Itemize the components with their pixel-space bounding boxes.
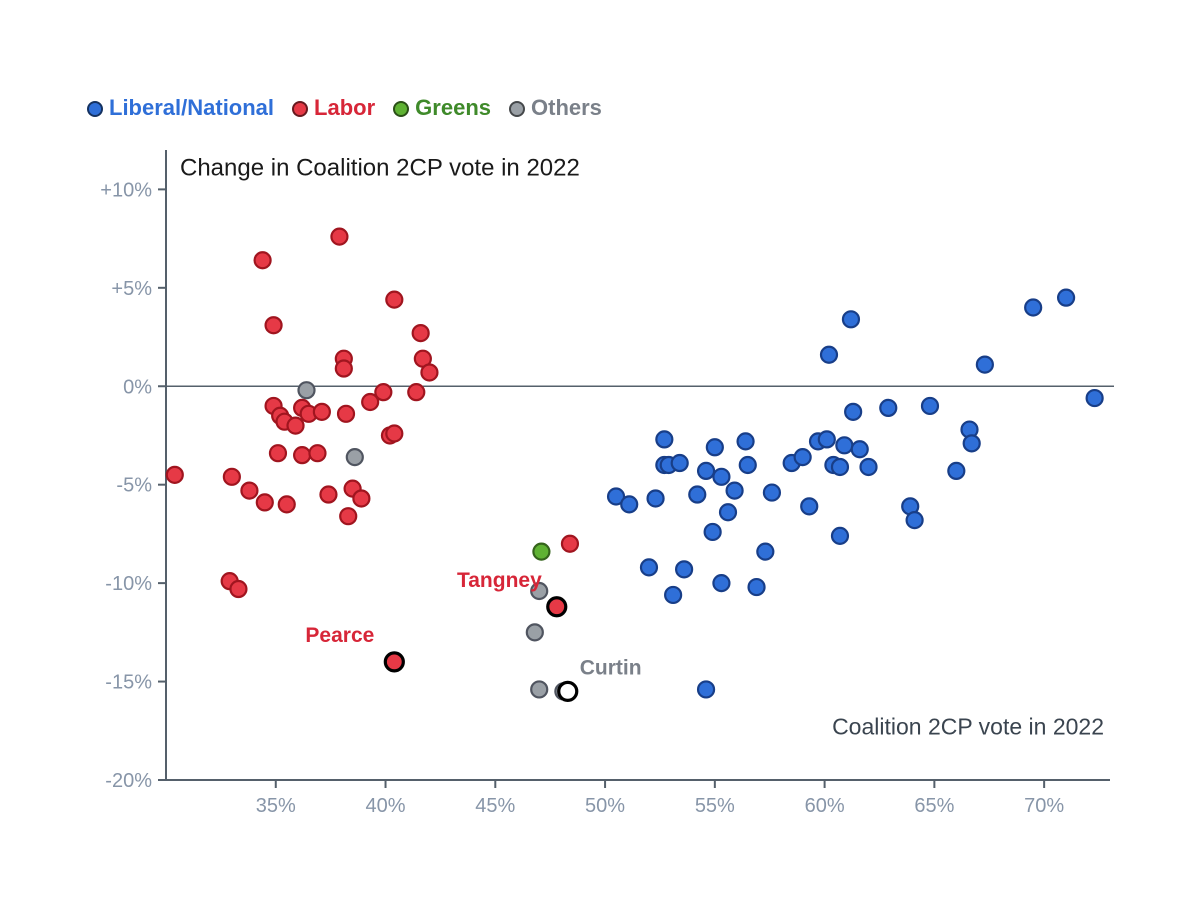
x-tick-label: 65%	[914, 795, 954, 817]
data-point	[531, 681, 547, 697]
data-point	[288, 418, 304, 434]
data-point	[689, 487, 705, 503]
y-tick-label: -10%	[105, 573, 152, 595]
data-point	[764, 485, 780, 501]
data-point	[705, 524, 721, 540]
y-tick-label: -5%	[116, 475, 152, 497]
data-point	[1058, 290, 1074, 306]
data-point	[320, 487, 336, 503]
data-point	[738, 433, 754, 449]
data-point	[224, 469, 240, 485]
data-point	[648, 490, 664, 506]
data-point	[740, 457, 756, 473]
data-point	[672, 455, 688, 471]
data-point	[294, 447, 310, 463]
data-point	[413, 325, 429, 341]
x-tick-label: 40%	[366, 795, 406, 817]
x-axis-title: Coalition 2CP vote in 2022	[832, 714, 1104, 740]
data-point	[698, 463, 714, 479]
data-point	[353, 490, 369, 506]
data-point	[861, 459, 877, 475]
x-tick-label: 45%	[475, 795, 515, 817]
data-point	[836, 437, 852, 453]
data-point	[230, 581, 246, 597]
data-point	[533, 544, 549, 560]
data-point	[338, 406, 354, 422]
y-tick-label: +5%	[111, 278, 152, 300]
data-point	[727, 483, 743, 499]
data-point	[698, 681, 714, 697]
data-point	[907, 512, 923, 528]
annotation-label: Curtin	[580, 656, 642, 679]
x-tick-label: 55%	[695, 795, 735, 817]
data-point	[309, 445, 325, 461]
y-tick-label: -15%	[105, 672, 152, 694]
data-point	[1087, 390, 1103, 406]
data-point	[255, 252, 271, 268]
y-axis-title: Change in Coalition 2CP vote in 2022	[180, 154, 580, 181]
data-point	[299, 382, 315, 398]
data-point	[336, 361, 352, 377]
data-point	[665, 587, 681, 603]
x-tick-label: 35%	[256, 795, 296, 817]
data-point	[1025, 300, 1041, 316]
highlight-point	[548, 598, 566, 616]
data-point	[375, 384, 391, 400]
data-point	[821, 347, 837, 363]
highlight-point	[559, 682, 577, 700]
data-point	[845, 404, 861, 420]
data-point	[713, 575, 729, 591]
data-point	[331, 229, 347, 245]
data-point	[801, 498, 817, 514]
data-point	[421, 364, 437, 380]
data-point	[270, 445, 286, 461]
data-point	[279, 496, 295, 512]
data-point	[880, 400, 896, 416]
y-tick-label: -20%	[105, 770, 152, 792]
data-point	[843, 311, 859, 327]
data-point	[241, 483, 257, 499]
scatter-plot: -20% -15% -10% -5% 0% +5% +10% 35% 40% 45% 50% 55% 6…	[0, 0, 1200, 902]
annotation-label: Tangney	[457, 569, 542, 592]
data-point	[676, 561, 692, 577]
data-point	[852, 441, 868, 457]
data-point	[527, 624, 543, 640]
data-point	[340, 508, 356, 524]
data-point	[819, 431, 835, 447]
data-point	[707, 439, 723, 455]
data-point	[749, 579, 765, 595]
data-point	[266, 317, 282, 333]
data-point	[832, 528, 848, 544]
data-point	[757, 544, 773, 560]
data-point	[656, 431, 672, 447]
annotation-label: Pearce	[305, 624, 374, 647]
data-point	[386, 292, 402, 308]
data-point	[621, 496, 637, 512]
highlight-point	[385, 653, 403, 671]
data-point	[832, 459, 848, 475]
data-point	[795, 449, 811, 465]
x-tick-label: 60%	[805, 795, 845, 817]
data-point	[562, 536, 578, 552]
data-point	[386, 426, 402, 442]
data-point	[347, 449, 363, 465]
data-point	[641, 559, 657, 575]
data-point	[720, 504, 736, 520]
data-point	[977, 357, 993, 373]
data-point	[948, 463, 964, 479]
data-point	[922, 398, 938, 414]
data-point	[314, 404, 330, 420]
data-point	[713, 469, 729, 485]
x-tick-label: 70%	[1024, 795, 1064, 817]
data-point	[257, 494, 273, 510]
data-point	[167, 467, 183, 483]
x-tick-label: 50%	[585, 795, 625, 817]
y-tick-label: +10%	[100, 179, 152, 201]
data-point	[408, 384, 424, 400]
data-point	[964, 435, 980, 451]
y-tick-label: 0%	[123, 376, 152, 398]
